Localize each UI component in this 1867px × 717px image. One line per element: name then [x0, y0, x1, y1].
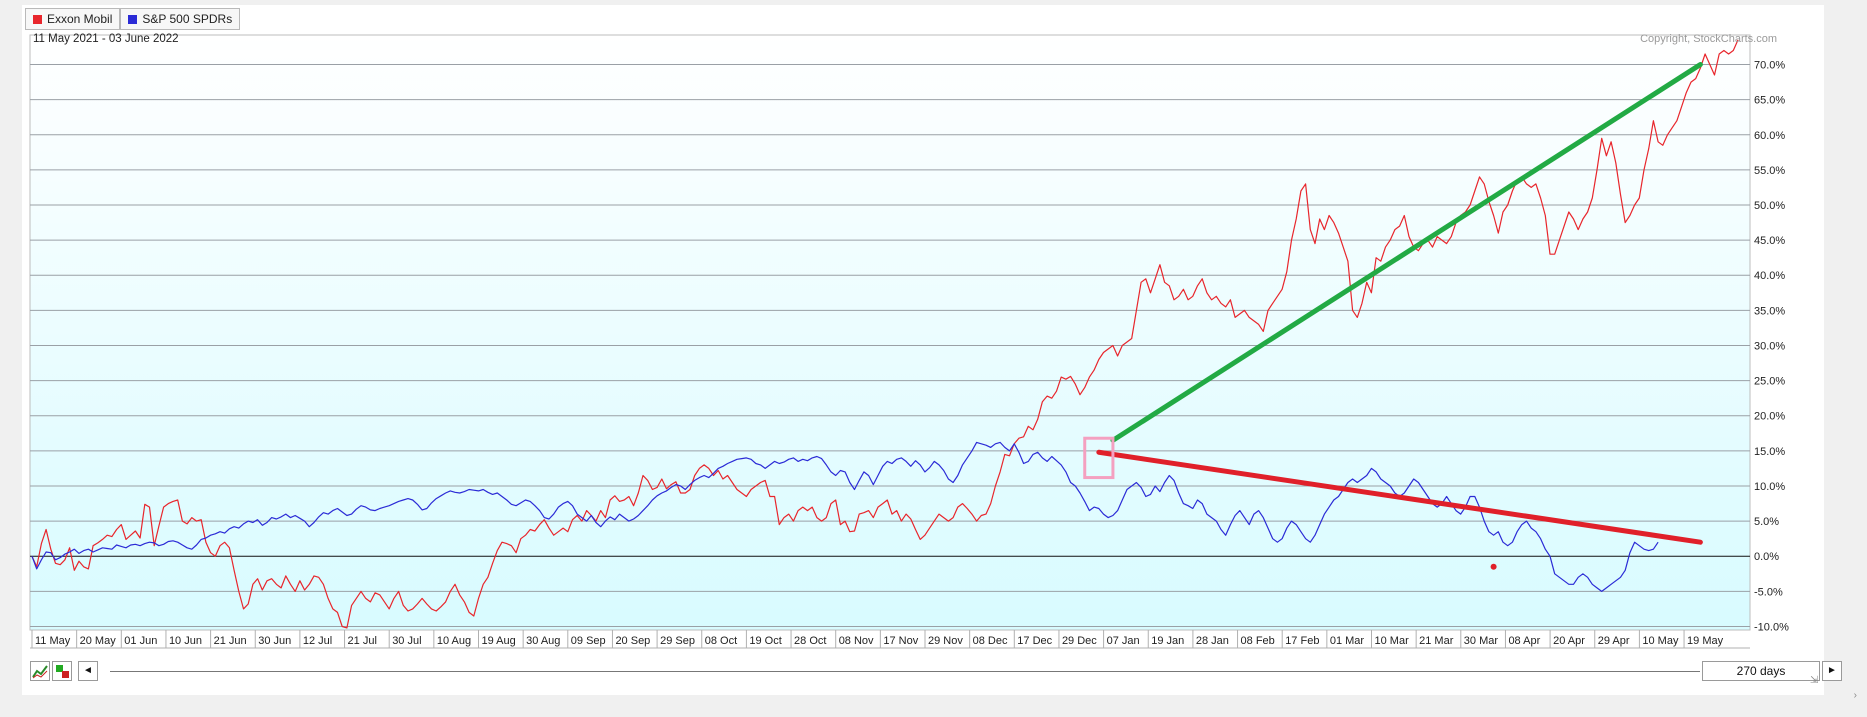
annotation-layer	[1083, 62, 1703, 570]
y-tick-label: 0.0%	[1754, 551, 1779, 563]
scroll-right-button[interactable]: ►	[1822, 661, 1842, 681]
x-tick-label: 11 May	[35, 635, 71, 647]
chart-svg: 11 May 20 May 01 Jun 10 Jun 21 Jun 30 Jun 12 J…	[29, 34, 1789, 649]
x-tick-label: 08 Dec	[973, 635, 1008, 647]
x-tick-label: 20 May	[80, 635, 117, 647]
chart-frame: 11 May 20 May 01 Jun 10 Jun 21 Jun 30 Jun 12 J…	[22, 5, 1824, 695]
x-tick-label: 29 Dec	[1062, 635, 1097, 647]
page-scroll-arrow[interactable]: ›	[1853, 690, 1857, 701]
x-tick-label: 19 Oct	[749, 635, 781, 647]
x-tick-label: 19 Jan	[1151, 635, 1184, 647]
chart-line-icon[interactable]	[30, 661, 50, 681]
legend-label-sp500-spdrs: S&P 500 SPDRs	[142, 12, 233, 26]
chart-line-icon-glyph	[32, 665, 48, 679]
x-tick-label: 29 Sep	[660, 635, 695, 647]
y-tick-label: 5.0%	[1754, 516, 1779, 528]
legend-item-sp500-spdrs[interactable]: S&P 500 SPDRs	[120, 8, 241, 30]
y-axis: 70.0% 65.0% 60.0% 55.0% 50.0% 45.0% 40.0% 35.0%…	[1754, 60, 1789, 634]
x-tick-label: 28 Jan	[1196, 635, 1229, 647]
x-tick-label: 08 Feb	[1241, 635, 1275, 647]
x-tick-label: 08 Nov	[839, 635, 874, 647]
legend-label-exxon-mobil: Exxon Mobil	[47, 12, 113, 26]
x-tick-label: 09 Sep	[571, 635, 606, 647]
series-line-sp500-spdrs	[31, 441, 1659, 593]
y-tick-label: -5.0%	[1754, 586, 1783, 598]
trendline-spy-downtrend	[1096, 449, 1703, 545]
x-axis: 11 May 20 May 01 Jun 10 Jun 21 Jun 30 Jun 12 J…	[30, 630, 1750, 649]
y-tick-label: 50.0%	[1754, 200, 1785, 212]
scroll-left-button[interactable]: ◄	[78, 661, 98, 681]
grid-layer	[29, 34, 1751, 631]
palette-icon[interactable]	[52, 661, 72, 681]
x-tick-label: 10 May	[1642, 635, 1679, 647]
palette-icon-glyph	[56, 665, 69, 678]
x-tick-label: 12 Jul	[303, 635, 332, 647]
plot-border	[29, 34, 1751, 631]
x-tick-label: 08 Oct	[705, 635, 737, 647]
x-tick-label: 17 Feb	[1285, 635, 1319, 647]
x-tick-label: 29 Nov	[928, 635, 963, 647]
legend-item-exxon-mobil[interactable]: Exxon Mobil	[25, 8, 121, 30]
legend-swatch-exxon-mobil	[33, 14, 42, 24]
x-tick-label: 29 Apr	[1598, 635, 1630, 647]
x-tick-label: 21 Mar	[1419, 635, 1454, 647]
x-tick-label: 30 Mar	[1464, 635, 1499, 647]
series-line-exxon-mobil	[31, 39, 1739, 629]
x-tick-label: 19 May	[1687, 635, 1724, 647]
copyright-label: Copyright, StockCharts.com	[1640, 33, 1777, 45]
y-tick-label: 25.0%	[1754, 376, 1785, 388]
period-box[interactable]: 270 days	[1702, 661, 1820, 681]
y-tick-label: 55.0%	[1754, 165, 1785, 177]
x-tick-label: 17 Nov	[883, 635, 918, 647]
x-tick-label: 30 Jun	[258, 635, 291, 647]
x-tick-label: 30 Aug	[526, 635, 560, 647]
x-tick-label: 21 Jul	[348, 635, 377, 647]
y-tick-label: 10.0%	[1754, 481, 1785, 493]
x-tick-label: 20 Sep	[615, 635, 650, 647]
trendline-exxon-uptrend	[1110, 62, 1703, 443]
x-tick-label: 07 Jan	[1107, 635, 1140, 647]
x-tick-label: 28 Oct	[794, 635, 826, 647]
resize-grip-icon[interactable]: ⇲	[1810, 675, 1819, 686]
x-tick-label: 20 Apr	[1553, 635, 1585, 647]
y-tick-label: 65.0%	[1754, 95, 1785, 107]
x-tick-label: 17 Dec	[1017, 635, 1052, 647]
x-tick-label: 21 Jun	[214, 635, 247, 647]
x-tick-label: 30 Jul	[392, 635, 421, 647]
marker-dot	[1490, 563, 1497, 570]
y-tick-label: 35.0%	[1754, 305, 1785, 317]
legend-swatch-sp500-spdrs	[128, 14, 138, 24]
x-tick-label: 19 Aug	[482, 635, 516, 647]
highlight-box	[1083, 436, 1115, 480]
y-tick-label: 40.0%	[1754, 270, 1785, 282]
x-tick-label: 01 Jun	[124, 635, 157, 647]
y-tick-label: 15.0%	[1754, 446, 1785, 458]
range-slider-track[interactable]	[110, 671, 1700, 672]
series-layer	[31, 39, 1739, 629]
range-controls: ◄ 270 days ►	[30, 661, 1842, 683]
plot-background	[30, 35, 1750, 630]
y-tick-label: 45.0%	[1754, 235, 1785, 247]
y-tick-label: 30.0%	[1754, 340, 1785, 352]
y-tick-label: 60.0%	[1754, 130, 1785, 142]
x-tick-label: 10 Aug	[437, 635, 471, 647]
x-tick-label: 01 Mar	[1330, 635, 1365, 647]
y-tick-label: -10.0%	[1754, 621, 1789, 633]
legend: Exxon Mobil S&P 500 SPDRs	[25, 8, 241, 30]
x-tick-label: 08 Apr	[1508, 635, 1540, 647]
y-tick-label: 70.0%	[1754, 60, 1785, 72]
x-tick-label: 10 Jun	[169, 635, 202, 647]
date-range-label: 11 May 2021 - 03 June 2022	[33, 33, 179, 45]
y-tick-label: 20.0%	[1754, 411, 1785, 423]
x-tick-label: 10 Mar	[1375, 635, 1410, 647]
